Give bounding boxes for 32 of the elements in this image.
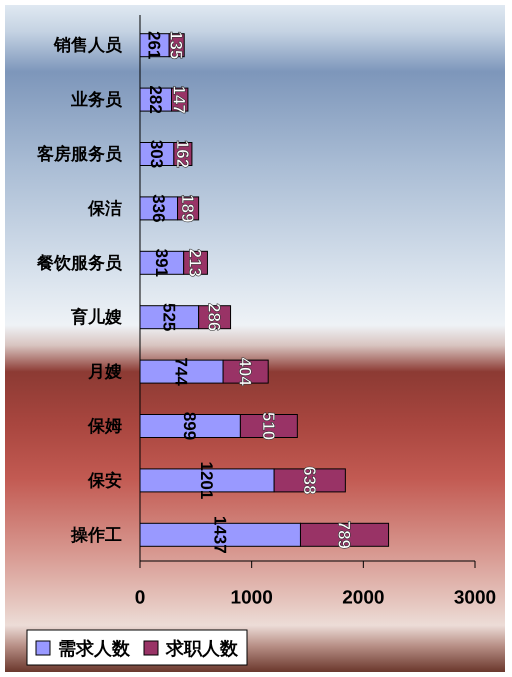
y-tick-label: 客房服务员: [36, 144, 123, 164]
data-label: 1437: [210, 516, 230, 554]
y-tick-label: 业务员: [70, 90, 123, 110]
data-label: 638: [300, 466, 319, 495]
data-label: 391: [152, 248, 171, 277]
legend-label: 需求人数: [58, 638, 131, 658]
y-tick-label: 销售人员: [53, 36, 123, 55]
y-tick-label: 育儿嫂: [70, 306, 122, 327]
data-label: 286: [204, 303, 224, 332]
y-tick-label: 月嫂: [87, 362, 122, 382]
data-label: 404: [236, 357, 255, 386]
y-tick-label: 餐饮服务员: [36, 253, 123, 272]
data-label: 789: [334, 520, 354, 549]
x-tick-label: 2000: [342, 587, 384, 608]
y-tick-label: 保安: [87, 470, 122, 490]
legend-label: 求职人数: [165, 638, 239, 658]
data-label: 189: [178, 194, 198, 223]
y-tick-label: 保姆: [87, 416, 122, 436]
x-tick-label: 1000: [230, 587, 273, 608]
data-label: 282: [146, 85, 165, 114]
data-label: 135: [166, 31, 186, 60]
x-tick-label: 3000: [454, 587, 496, 608]
data-label: 147: [170, 85, 189, 114]
data-label: 336: [148, 194, 168, 223]
x-tick-label: 0: [134, 587, 146, 608]
y-tick-label: 保洁: [87, 198, 122, 218]
data-label: 162: [172, 140, 192, 168]
data-label: 213: [186, 248, 205, 277]
y-tick-label: 操作工: [70, 525, 122, 544]
data-label: 261: [144, 31, 164, 60]
data-label: 510: [258, 412, 278, 440]
data-label: 1201: [197, 461, 216, 500]
